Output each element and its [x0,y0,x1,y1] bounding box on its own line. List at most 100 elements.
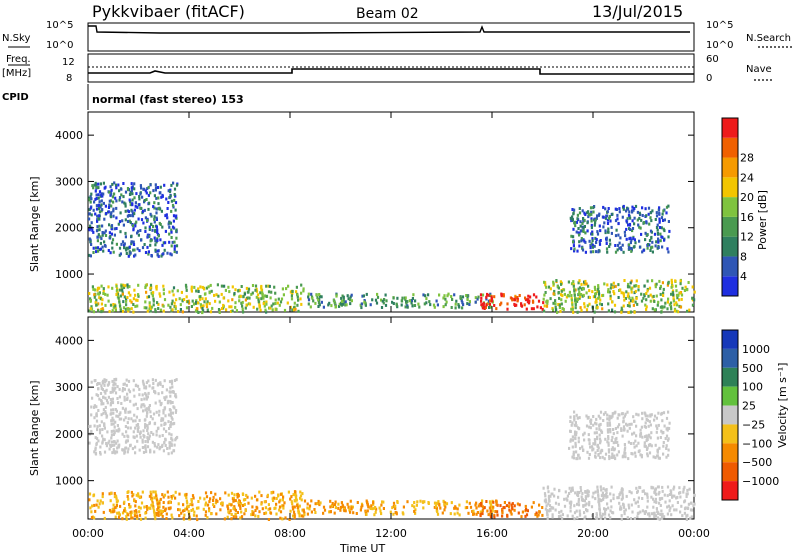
echo-cell [400,299,403,303]
echo-cell [162,309,165,313]
echo-cell [127,379,131,383]
echo-cell [655,294,658,298]
echo-cell [582,230,585,233]
echo-cell [147,295,151,299]
echo-cell [412,293,415,297]
echo-cell [371,298,374,302]
echo-cell [145,393,148,397]
echo-cell [609,516,612,520]
echo-cell [530,505,533,509]
echo-cell [153,217,156,221]
echo-cell [143,386,146,390]
echo-cell [607,207,610,210]
echo-cell [212,495,215,499]
echo-cell [109,235,112,238]
echo-cell [578,512,582,516]
echo-cell [218,300,221,304]
echo-cell [532,307,535,311]
echo-cell [541,307,544,311]
echo-cell [588,503,591,507]
echo-cell [278,303,281,307]
echo-cell [207,285,210,289]
ytick-label: 4000 [55,334,83,347]
echo-cell [221,503,224,507]
echo-cell [442,296,445,300]
echo-cell [257,298,260,302]
echo-cell [551,492,554,496]
echo-cell [97,203,100,207]
echo-cell [125,248,128,252]
echo-cell [340,501,343,505]
echo-cell [269,306,272,310]
echo-cell [524,504,527,508]
echo-cell [171,401,174,404]
echo-cell [640,218,643,222]
echo-cell [657,246,660,249]
echo-cell [607,448,610,452]
echo-cell [288,518,291,521]
echo-cell [89,424,92,428]
echo-cell [406,305,409,309]
echo-cell [582,294,585,298]
echo-cell [115,227,118,230]
echo-cell [629,236,632,240]
echo-cell [307,298,311,302]
echo-cell [599,451,602,455]
echo-cell [587,490,590,494]
echo-cell [601,307,604,311]
echo-cell [255,289,259,293]
echo-cell [589,206,593,210]
echo-cell [118,413,121,416]
echo-cell [598,433,601,437]
echo-cell [172,405,175,409]
echo-cell [575,450,578,454]
echo-cell [629,241,632,245]
echo-cell [169,421,172,424]
echo-cell [168,446,171,450]
echo-cell [464,506,467,510]
echo-cell [653,308,656,312]
echo-cell [599,456,602,460]
echo-cell [102,181,105,185]
echo-cell [646,418,649,422]
echo-cell [133,512,136,516]
echo-cell [115,186,118,190]
echo-cell [162,284,165,288]
echo-cell [597,494,600,498]
echo-cell [134,253,137,257]
echo-cell [164,444,167,447]
echo-cell [538,503,541,507]
power-colorbar-swatch [722,118,738,138]
echo-cell [641,250,644,254]
echo-cell [591,239,594,243]
echo-cell [651,240,654,244]
echo-cell [91,504,94,508]
echo-cell [264,308,267,312]
echo-cell [254,288,257,292]
echo-cell [657,492,660,496]
echo-cell [602,419,605,422]
echo-cell [117,401,120,405]
echo-cell [150,291,153,295]
echo-cell [154,391,157,395]
echo-cell [558,306,561,309]
echo-cell [178,514,181,518]
echo-cell [155,410,158,414]
echo-cell [573,418,576,422]
echo-cell [577,281,580,285]
echo-cell [611,308,614,312]
echo-cell [691,285,694,289]
echo-cell [588,425,591,429]
echo-cell [560,509,563,513]
echo-cell [252,513,255,516]
echo-cell [95,303,98,307]
echo-cell [381,299,384,303]
echo-cell [639,453,642,457]
echo-cell [206,308,209,312]
echo-cell [676,296,679,300]
echo-cell [90,213,93,217]
echo-cell [591,445,594,449]
echo-cell [571,455,574,459]
echo-cell [172,293,175,297]
echo-cell [209,283,212,287]
